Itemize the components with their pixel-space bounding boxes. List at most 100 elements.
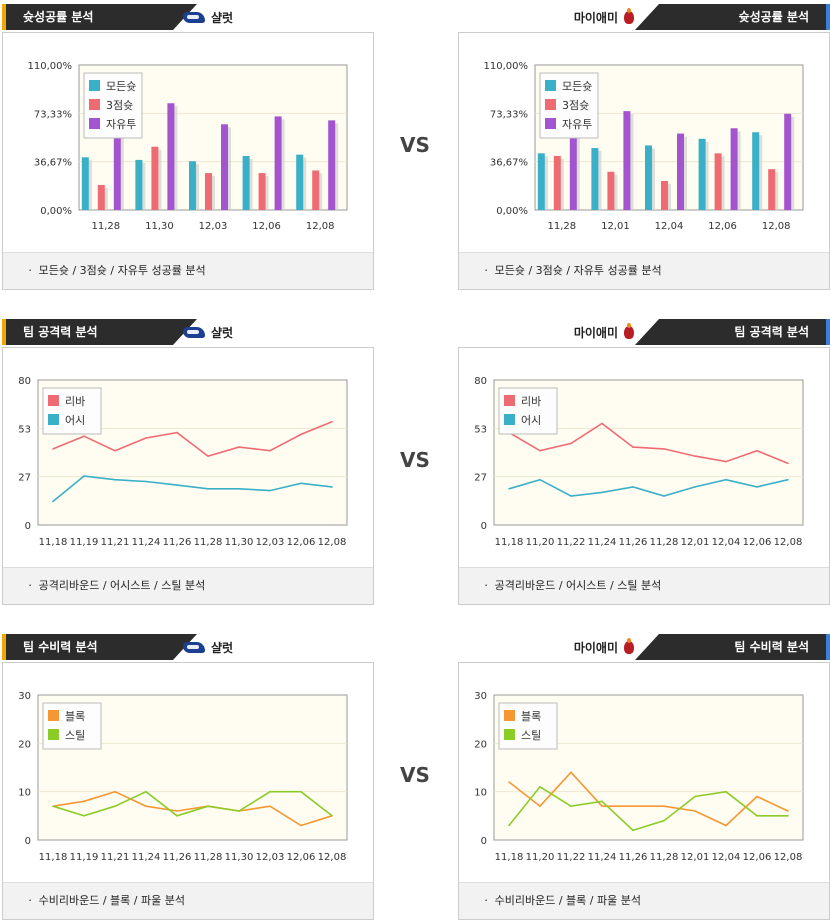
data-point bbox=[238, 446, 240, 448]
data-point bbox=[601, 800, 603, 803]
data-point bbox=[145, 437, 147, 439]
chart-footer: ㆍ 모든슛 / 3점슛 / 자유투 성공률 분석 bbox=[459, 252, 829, 289]
panel-header: 팀 수비력 분석 마이애미 bbox=[458, 632, 830, 662]
panel-header: 슛성공률 분석 샬럿 bbox=[2, 2, 374, 32]
x-tick-label: 11,24 bbox=[588, 537, 617, 548]
legend-swatch bbox=[89, 80, 100, 91]
data-point bbox=[756, 486, 758, 488]
x-tick-label: 11,24 bbox=[588, 852, 617, 863]
team-name: 샬럿 bbox=[211, 326, 234, 340]
x-tick-label: 11,30 bbox=[225, 537, 254, 548]
data-point bbox=[83, 815, 85, 817]
y-tick-label: 110,00% bbox=[28, 61, 73, 72]
x-tick-label: 11,24 bbox=[132, 852, 161, 863]
data-point bbox=[207, 455, 209, 457]
panel-header: 슛성공률 분석 마이애미 bbox=[458, 2, 830, 32]
legend-label: 어시 bbox=[521, 414, 541, 427]
bar-모든슛 bbox=[698, 138, 706, 210]
x-tick-label: 12,04 bbox=[712, 852, 741, 863]
x-tick-label: 11,30 bbox=[145, 221, 174, 232]
chart-footer: ㆍ 공격리바운드 / 어시스트 / 스틸 분석 bbox=[459, 567, 829, 604]
chart-svg: 0 10 20 30 11,18 11,19 11,21 11,24 11,26 11,28 11,… bbox=[18, 691, 348, 863]
data-point bbox=[269, 805, 271, 807]
data-point bbox=[300, 824, 302, 827]
legend-label: 3점슛 bbox=[562, 99, 589, 112]
x-tick-label: 11,28 bbox=[194, 852, 223, 863]
team-label: 마이애미 bbox=[574, 323, 634, 341]
vs-label: VS bbox=[400, 133, 430, 157]
section-title: 팀 수비력 분석 bbox=[2, 634, 197, 660]
legend-swatch bbox=[504, 395, 515, 406]
x-tick-label: 11,18 bbox=[495, 852, 524, 863]
bar-모든슛 bbox=[752, 132, 760, 210]
bar-자유투 bbox=[730, 128, 738, 210]
team-name: 마이애미 bbox=[573, 641, 618, 655]
x-tick-label: 11,18 bbox=[495, 537, 524, 548]
section-title: 팀 공격력 분석 bbox=[635, 319, 830, 345]
team-label: 마이애미 bbox=[573, 638, 634, 656]
x-tick-label: 11,22 bbox=[557, 852, 586, 863]
legend-label: 어시 bbox=[65, 414, 85, 427]
legend-label: 스틸 bbox=[521, 729, 541, 742]
section-title: 슛성공률 분석 bbox=[2, 4, 197, 30]
x-tick-label: 11,28 bbox=[650, 852, 679, 863]
series-line-스틸 bbox=[508, 785, 788, 832]
data-point bbox=[114, 805, 116, 807]
data-point bbox=[663, 495, 665, 497]
panel-right: 슛성공률 분석 마이애미 0,00% 36,67% 73,33% 110,00% 11,28… bbox=[458, 2, 830, 290]
panel-header: 팀 공격력 분석 마이애미 bbox=[458, 317, 830, 347]
bar-3점슛 bbox=[714, 153, 722, 210]
data-point bbox=[207, 805, 209, 807]
bar-모든슛 bbox=[242, 155, 250, 210]
y-tick-label: 110,00% bbox=[484, 61, 529, 72]
panel-left: 팀 공격력 분석 샬럿 0 27 53 80 11,18 11,19 11,21 11,24 11,… bbox=[2, 317, 374, 605]
team-label: 마이애미 bbox=[574, 8, 634, 26]
legend-swatch bbox=[545, 80, 556, 91]
x-tick-label: 12,04 bbox=[655, 221, 684, 232]
chart-footer: ㆍ 수비리바운드 / 블록 / 파울 분석 bbox=[459, 882, 829, 919]
x-tick-label: 11,18 bbox=[39, 852, 68, 863]
data-point bbox=[601, 805, 603, 807]
bar-자유투 bbox=[784, 113, 792, 210]
x-tick-label: 11,28 bbox=[650, 537, 679, 548]
data-point bbox=[787, 462, 789, 465]
y-tick-label: 30 bbox=[18, 691, 31, 702]
legend-swatch bbox=[48, 729, 59, 740]
bar-3점슛 bbox=[607, 171, 615, 210]
data-point bbox=[176, 484, 178, 486]
data-point bbox=[145, 805, 147, 807]
data-point bbox=[787, 810, 789, 812]
y-tick-label: 0,00% bbox=[496, 206, 528, 217]
data-point bbox=[632, 805, 634, 807]
data-point bbox=[694, 810, 696, 812]
data-point bbox=[508, 781, 510, 783]
data-point bbox=[663, 448, 665, 450]
y-tick-label: 73,33% bbox=[490, 109, 528, 120]
chart-box: 0,00% 36,67% 73,33% 110,00% 11,28 12,01 12,04 1… bbox=[458, 32, 830, 290]
x-tick-label: 11,19 bbox=[70, 852, 99, 863]
bar-자유투 bbox=[167, 103, 175, 210]
data-point bbox=[570, 442, 572, 445]
data-point bbox=[207, 487, 209, 490]
x-tick-label: 12,08 bbox=[318, 852, 347, 863]
legend-swatch bbox=[48, 395, 59, 406]
bar-모든슛 bbox=[81, 157, 89, 210]
data-point bbox=[601, 422, 603, 425]
data-point bbox=[176, 810, 178, 812]
x-tick-label: 11,26 bbox=[163, 537, 192, 548]
data-point bbox=[52, 500, 54, 503]
bar-모든슛 bbox=[296, 154, 304, 210]
y-tick-label: 30 bbox=[474, 691, 487, 702]
team-name: 샬럿 bbox=[211, 11, 234, 25]
team-label: 샬럿 bbox=[183, 9, 233, 26]
section-title: 팀 수비력 분석 bbox=[635, 634, 830, 660]
data-point bbox=[508, 824, 510, 827]
bar-3점슛 bbox=[151, 146, 159, 210]
legend-swatch bbox=[545, 99, 556, 110]
x-tick-label: 11,28 bbox=[547, 221, 576, 232]
data-point bbox=[269, 489, 271, 492]
x-tick-label: 11,19 bbox=[70, 537, 99, 548]
data-point bbox=[83, 475, 85, 477]
data-point bbox=[632, 829, 634, 832]
